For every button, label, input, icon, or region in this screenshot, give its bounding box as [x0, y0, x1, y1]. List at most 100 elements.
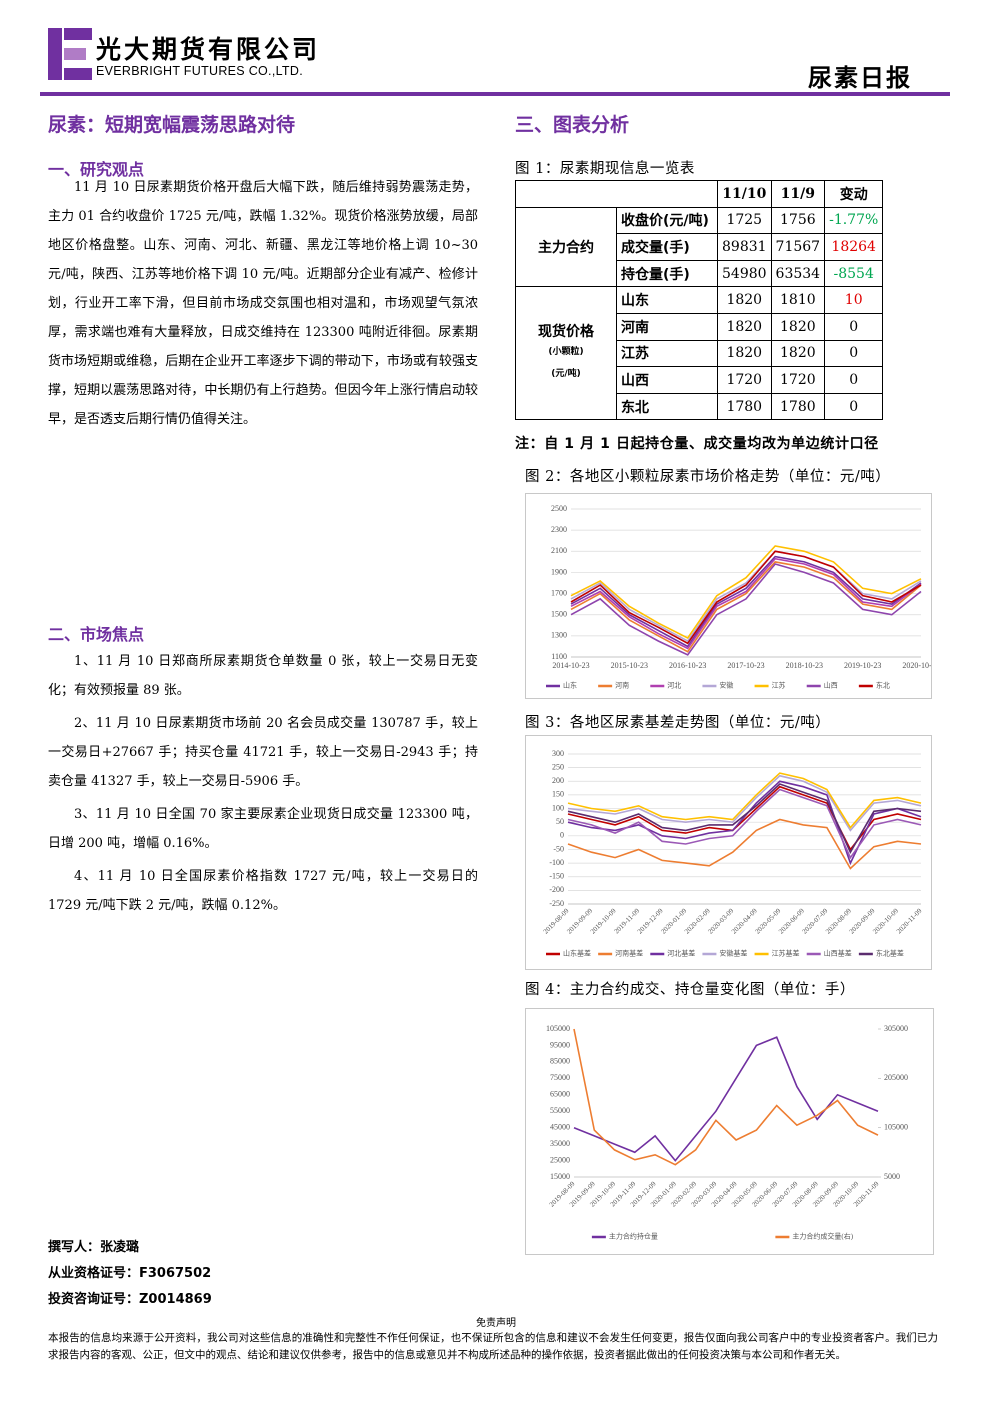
y-tick-label: 55000 [550, 1106, 570, 1115]
col-head: 11/9 [770, 180, 826, 208]
cell: 1780 [770, 392, 826, 421]
focus-item: 3、11 月 10 日全国 70 家主要尿素企业现货日成交量 123300 吨，… [48, 807, 478, 851]
cell: 71567 [770, 233, 826, 261]
legend-label: 山西 [824, 681, 838, 690]
legend-label: 河北基差 [667, 949, 695, 958]
y-tick-label: -200 [549, 885, 564, 894]
series-line [570, 563, 922, 656]
y-tick-label: 1300 [551, 631, 567, 640]
group-label-line: (小颗粒) [548, 347, 584, 358]
y-tick-label: 300 [552, 749, 564, 758]
company-name-en: EVERBRIGHT FUTURES CO.,LTD. [96, 64, 303, 78]
y-tick-label: 1700 [551, 588, 567, 597]
series-line [573, 1028, 879, 1166]
series-line [570, 555, 922, 648]
y-tick-label: 45000 [550, 1122, 570, 1131]
series-line [567, 783, 922, 854]
row-name: 山东 [616, 286, 718, 314]
row-name: 江苏 [616, 339, 718, 368]
legend-label: 东北基差 [876, 949, 904, 958]
cell: 1756 [770, 206, 826, 235]
x-tick-label: 2014-10-23 [552, 661, 589, 670]
x-tick-label: 2019-10-23 [844, 661, 881, 670]
figure-caption: 图 3：各地区尿素基差走势图（单位：元/吨） [525, 715, 831, 731]
y-tick-label: 35000 [550, 1139, 570, 1148]
y-tick-label: -100 [549, 858, 564, 867]
cell: 54980 [717, 259, 772, 288]
row-name: 河南 [616, 312, 718, 341]
y2-tick-label: 205000 [884, 1073, 908, 1082]
license: 投资咨询证号：Z0014869 [48, 1292, 212, 1307]
series-line [567, 818, 922, 870]
group-label-line: 现货价格 [538, 324, 594, 341]
series-line [567, 788, 922, 860]
y-tick-label: 250 [552, 762, 564, 771]
chart: 1100 1300 1500 1700 1900 2100 2300 2500 2014-10-… [525, 493, 932, 699]
cell: 0 [824, 312, 884, 341]
col-head: 变动 [824, 180, 884, 208]
cell: 1720 [770, 366, 826, 394]
x-tick-label: 2020-11-09 [895, 907, 924, 936]
figure-caption: 图 2：各地区小颗粒尿素市场价格走势（单位：元/吨） [525, 469, 891, 485]
row-name: 东北 [616, 392, 718, 421]
cell: 0 [824, 366, 884, 394]
series-line [567, 772, 922, 829]
chart: 15000 25000 35000 45000 55000 65000 75000 85000… [525, 1008, 934, 1255]
col-head: 11/10 [717, 180, 772, 208]
table-note: 注：自 1 月 1 日起持仓量、成交量均改为单边统计口径 [515, 436, 879, 452]
y-tick-label: 2500 [551, 504, 567, 513]
series-line [570, 550, 922, 645]
author: 撰写人：张凌璐 [48, 1240, 140, 1255]
cell: 18264 [824, 233, 884, 261]
legend-label: 山西基差 [824, 949, 852, 958]
legend-label: 安徽基差 [719, 949, 747, 958]
row-name: 成交量(手) [616, 233, 718, 261]
y-tick-label: 85000 [550, 1057, 570, 1066]
series-line [570, 557, 922, 650]
focus-item: 1、11 月 10 日郑商所尿素期货仓单数量 0 张，较上一交易日无变化；有效预… [48, 654, 478, 698]
table-caption: 图 1：尿素期现信息一览表 [515, 161, 695, 177]
y2-tick-label: 305000 [884, 1024, 908, 1033]
series-line [573, 1036, 879, 1162]
y-tick-label: 1900 [551, 567, 567, 576]
y-tick-label: 95000 [550, 1040, 570, 1049]
x-tick-label: 2017-10-23 [727, 661, 764, 670]
y-tick-label: 200 [552, 776, 564, 785]
report-name: 尿素日报 [808, 63, 912, 92]
legend-label: 安徽 [719, 681, 733, 690]
chart: -250-200-150-100-50050100150200250300201… [525, 735, 932, 970]
series-line [570, 550, 922, 643]
y-tick-label: 50 [556, 817, 564, 826]
price-table: 11/10 11/9 变动 主力合约 收盘价(元/吨) 1725 1756 -1.77%… [515, 180, 884, 421]
y-tick-label: 105000 [546, 1024, 570, 1033]
company-name: 光大期货有限公司 [96, 35, 321, 64]
cell: 1820 [717, 286, 772, 314]
cell: 0 [824, 339, 884, 368]
cell: 1810 [770, 286, 826, 314]
x-tick-label: 2018-10-23 [786, 661, 823, 670]
legend-label: 江苏基差 [772, 949, 800, 958]
y-tick-label: -150 [549, 872, 564, 881]
legend-label: 江苏 [772, 681, 786, 690]
group-label-line: (元/吨) [551, 369, 581, 380]
report-title: 尿素：短期宽幅震荡思路对待 [48, 114, 296, 136]
legend-label: 河南基差 [615, 949, 643, 958]
y-tick-label: -50 [553, 844, 564, 853]
disclaimer-title: 免责声明 [476, 1318, 516, 1329]
cell: 63534 [770, 259, 826, 288]
section-heading: 一、研究观点 [48, 160, 145, 179]
group-label: 现货价格 (小颗粒) (元/吨) [515, 286, 617, 421]
legend-label: 主力合约持仓量 [609, 1232, 658, 1241]
x-tick-label: 2015-10-23 [611, 661, 648, 670]
license: 从业资格证号：F3067502 [48, 1266, 212, 1281]
cell: 1720 [717, 366, 772, 394]
y-tick-label: 25000 [550, 1155, 570, 1164]
row-name: 山西 [616, 366, 718, 394]
cell: -8554 [824, 259, 884, 288]
cell: -1.77% [824, 206, 884, 235]
cell: 10 [824, 286, 884, 314]
series-line [567, 785, 922, 851]
divider [40, 92, 950, 96]
y-tick-label: 65000 [550, 1090, 570, 1099]
